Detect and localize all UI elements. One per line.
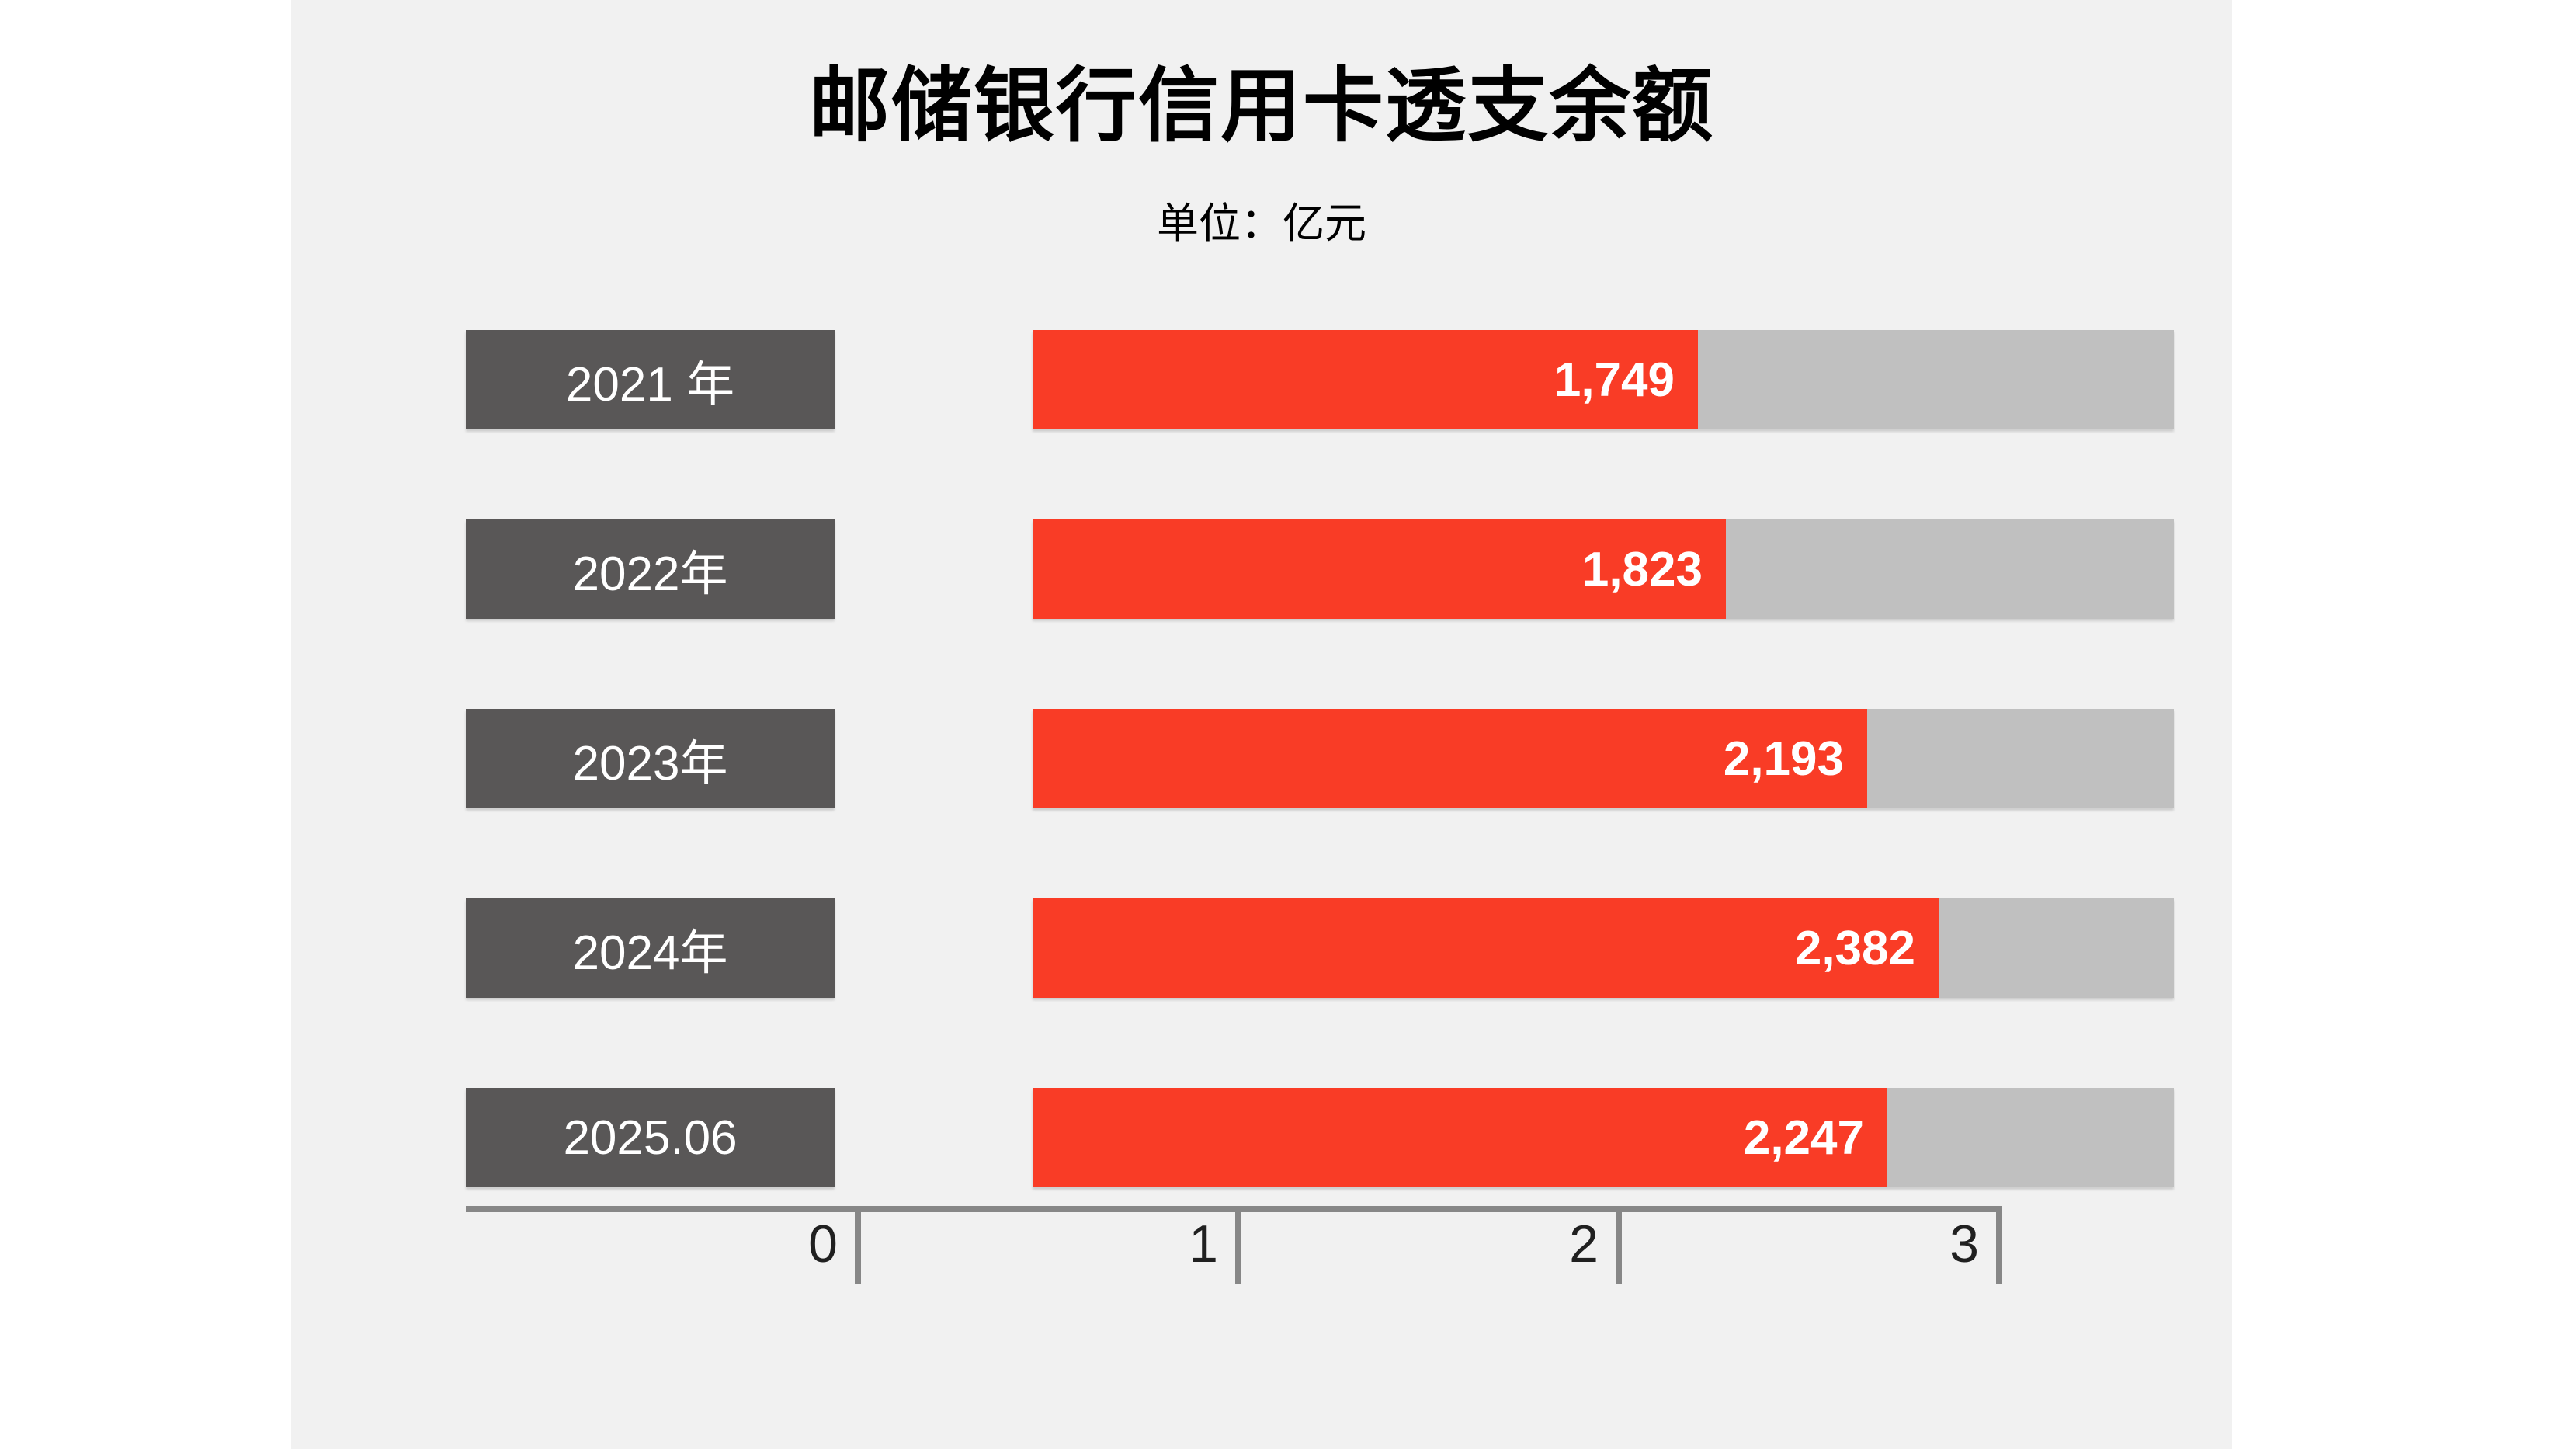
x-axis-tick-label: 3	[1949, 1214, 1979, 1274]
category-label: 2021 年	[466, 330, 835, 429]
bar-row: 2025.06 2,247	[466, 1088, 2174, 1187]
chart-background: 邮储银行信用卡透支余额 单位：亿元 2021 年 1,749 2022年 1,823 2…	[291, 0, 2232, 1449]
bar-value-label: 2,247	[1743, 1110, 1864, 1165]
bar-fill: 2,193	[1033, 709, 1867, 808]
bar-track: 1,749	[1033, 330, 2174, 429]
x-axis-tick	[855, 1206, 861, 1284]
bar-fill: 1,749	[1033, 330, 1698, 429]
x-axis-tick-label: 0	[808, 1214, 838, 1274]
x-axis-tick	[1996, 1206, 2002, 1284]
chart-title: 邮储银行信用卡透支余额	[808, 61, 1714, 151]
bar-fill: 1,823	[1033, 519, 1726, 619]
bar-row: 2024年 2,382	[466, 898, 2174, 998]
x-axis-tick	[1616, 1206, 1622, 1284]
bar-value-label: 2,382	[1794, 921, 1915, 975]
bar-fill: 2,247	[1033, 1088, 1887, 1187]
bar-track: 2,382	[1033, 898, 2174, 998]
bar-track: 2,247	[1033, 1088, 2174, 1187]
category-label: 2024年	[466, 898, 835, 998]
chart-unit-label: 单位：亿元	[1157, 200, 1366, 247]
bar-value-label: 1,749	[1554, 353, 1675, 407]
bar-row: 2023年 2,193	[466, 709, 2174, 808]
category-label: 2025.06	[466, 1088, 835, 1187]
category-label: 2023年	[466, 709, 835, 808]
bar-value-label: 1,823	[1581, 542, 1703, 596]
bar-row: 2021 年 1,749	[466, 330, 2174, 429]
x-axis-tick-label: 2	[1569, 1214, 1599, 1274]
bar-value-label: 2,193	[1723, 731, 1844, 786]
bar-row: 2022年 1,823	[466, 519, 2174, 619]
category-label: 2022年	[466, 519, 835, 619]
x-axis-tick-label: 1	[1189, 1214, 1218, 1274]
x-axis-tick	[1235, 1206, 1241, 1284]
x-axis-line	[466, 1206, 2002, 1212]
bar-fill: 2,382	[1033, 898, 1939, 998]
bar-track: 1,823	[1033, 519, 2174, 619]
bar-track: 2,193	[1033, 709, 2174, 808]
